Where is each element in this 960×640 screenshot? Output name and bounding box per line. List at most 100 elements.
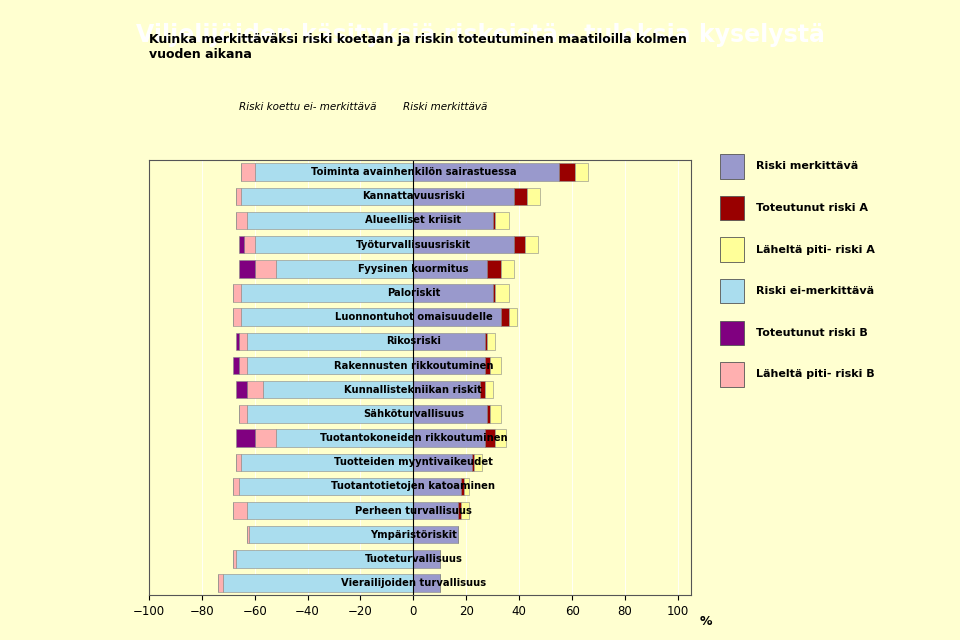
Bar [488,333,495,350]
Bar [236,429,254,447]
Text: Toiminta avainhenkilön sairastuessa: Toiminta avainhenkilön sairastuessa [311,167,516,177]
Text: Rikosriski: Rikosriski [386,337,441,346]
Bar [218,575,223,592]
Bar [254,236,414,253]
Text: Kunnallistekniikan riskit: Kunnallistekniikan riskit [345,385,482,395]
Text: Riski ei-merkittävä: Riski ei-merkittävä [756,286,874,296]
Bar [492,212,495,229]
Bar [236,333,239,350]
Bar [461,502,468,519]
Bar [276,429,414,447]
Text: Tuoteturvallisuus: Tuoteturvallisuus [365,554,463,564]
Bar [559,163,575,180]
Bar [241,308,414,326]
Bar [501,308,509,326]
Bar [241,284,414,301]
Text: Riski merkittävä: Riski merkittävä [756,161,858,172]
Text: Riski koettu ei- merkittävä: Riski koettu ei- merkittävä [239,102,376,112]
Text: Perheen turvallisuus: Perheen turvallisuus [355,506,471,516]
Bar [247,405,414,422]
Text: Tuotteiden myyntivaikeudet: Tuotteiden myyntivaikeudet [334,457,492,467]
Text: Toteutunut riski A: Toteutunut riski A [756,203,868,213]
Bar [233,477,239,495]
Bar [233,502,247,519]
Text: Tuotantotietojen katoaminen: Tuotantotietojen katoaminen [331,481,495,492]
Bar [480,381,485,398]
Bar [575,163,588,180]
Bar [414,405,488,422]
Bar [244,236,254,253]
Bar [461,477,464,495]
Bar [254,429,276,447]
Bar [250,526,414,543]
Text: Ympäristöriskit: Ympäristöriskit [370,530,457,540]
Bar [414,333,485,350]
Text: Tuotantokoneiden rikkoutuminen: Tuotantokoneiden rikkoutuminen [320,433,507,443]
Bar [485,357,491,374]
Bar [239,236,244,253]
Bar [414,454,471,471]
Bar [414,188,514,205]
Bar [495,212,509,229]
Bar [495,284,509,301]
Bar [514,188,527,205]
Bar [239,357,247,374]
Bar [471,454,474,471]
Bar [241,188,414,205]
Text: Viljelijöiden käsityksiä riskeistä - tuloksia kyselystä: Viljelijöiden käsityksiä riskeistä - tul… [135,23,825,47]
Bar [247,333,414,350]
Bar [509,308,516,326]
Bar [524,236,538,253]
Bar [247,526,250,543]
Text: Sähköturvallisuus: Sähköturvallisuus [363,409,464,419]
Bar [458,502,461,519]
Bar [247,502,414,519]
Bar [414,357,485,374]
Bar [514,236,524,253]
Bar [464,477,468,495]
Bar [233,357,239,374]
Bar [233,308,241,326]
Bar [276,260,414,278]
Text: Riski merkittävä: Riski merkittävä [403,102,488,112]
Bar [414,429,485,447]
Bar [414,526,458,543]
Text: Paloriskit: Paloriskit [387,288,440,298]
Bar [254,163,414,180]
Text: Alueelliset kriisit: Alueelliset kriisit [366,216,462,225]
Text: Vierailijoiden turvallisuus: Vierailijoiden turvallisuus [341,578,486,588]
Bar [239,260,254,278]
Bar [501,260,514,278]
Bar [236,454,241,471]
Bar [485,381,492,398]
Bar [495,429,506,447]
Text: Läheltä piti- riski B: Läheltä piti- riski B [756,369,875,380]
Bar [239,333,247,350]
Bar [414,381,480,398]
Bar [414,284,492,301]
Bar [485,333,488,350]
Text: Kuinka merkittäväksi riski koetaan ja riskin toteutuminen maatiloilla kolmen
vuo: Kuinka merkittäväksi riski koetaan ja ri… [149,33,686,61]
Bar [236,212,247,229]
Bar [223,575,414,592]
Bar [414,477,461,495]
Bar [241,454,414,471]
Bar [414,308,501,326]
Bar [474,454,482,471]
Bar [241,163,254,180]
Bar [414,260,488,278]
Text: Fyysinen kuormitus: Fyysinen kuormitus [358,264,468,274]
Text: Toteutunut riski B: Toteutunut riski B [756,328,867,338]
Bar [414,550,440,568]
Bar [488,260,501,278]
Bar [488,405,491,422]
Bar [263,381,414,398]
Text: Kannattavuusriski: Kannattavuusriski [362,191,465,201]
Bar [491,405,501,422]
Bar [254,260,276,278]
Bar [236,188,241,205]
Bar [414,163,559,180]
Bar [239,477,414,495]
Bar [414,502,458,519]
Bar [491,357,501,374]
